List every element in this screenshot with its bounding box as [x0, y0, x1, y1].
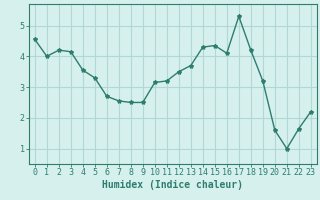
X-axis label: Humidex (Indice chaleur): Humidex (Indice chaleur): [102, 180, 243, 190]
